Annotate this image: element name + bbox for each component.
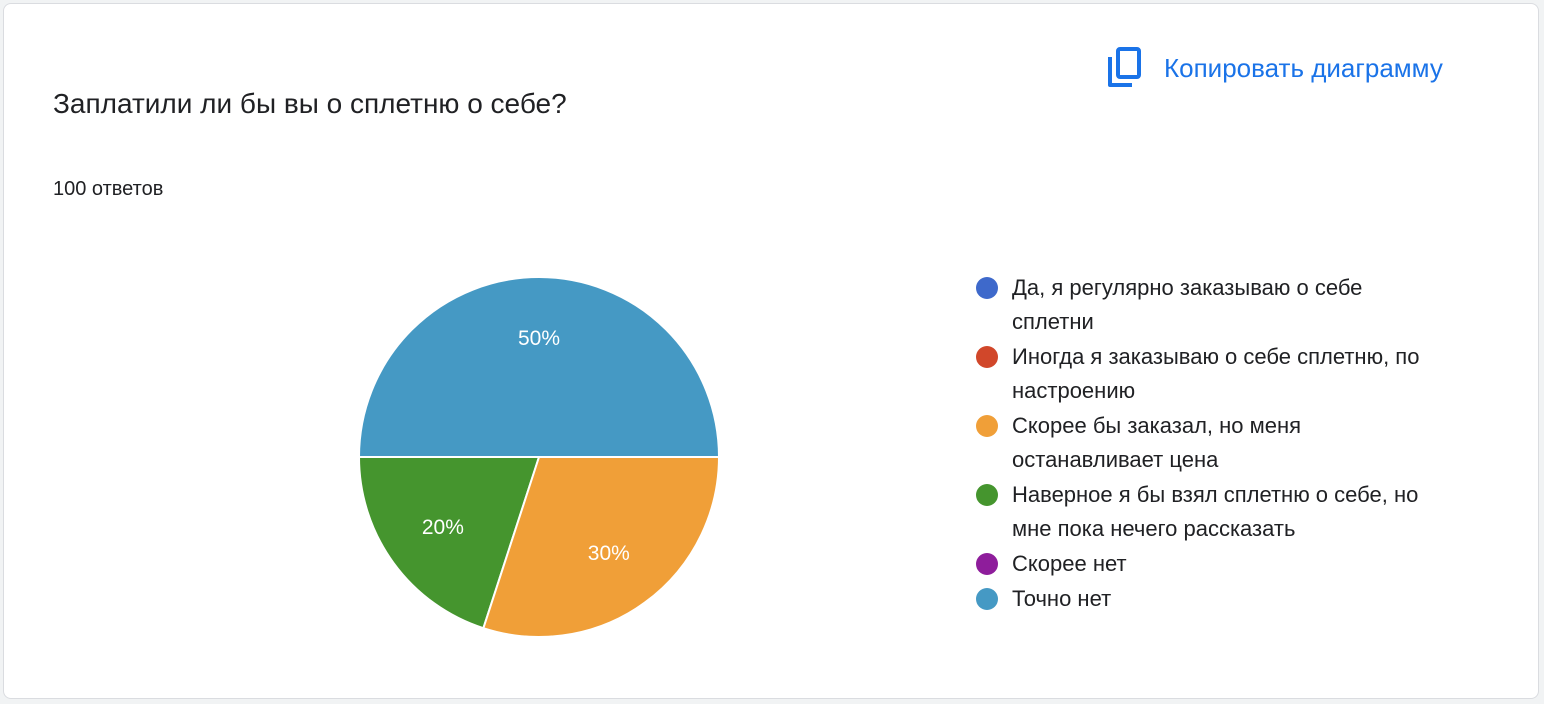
slice-label-2: 30% (588, 542, 630, 565)
pie-chart: 50% 20% 30% (344, 262, 734, 652)
chart-card: Заплатили ли бы вы о сплетню о себе? 100… (3, 3, 1539, 699)
legend-item: Точно нет (976, 582, 1446, 616)
legend-swatch (976, 484, 998, 506)
legend-label: Иногда я заказываю о себе сплетню, по на… (1012, 344, 1420, 403)
legend-label: Точно нет (1012, 586, 1112, 611)
legend-swatch (976, 415, 998, 437)
responses-count: 100 ответов (53, 178, 164, 200)
legend-label: Скорее нет (1012, 551, 1127, 576)
copy-chart-button[interactable]: Копировать диаграмму (1094, 42, 1455, 94)
legend-label: Да, я регулярно заказываю о себе сплетни (1012, 275, 1363, 334)
legend-label: Наверное я бы взял сплетню о себе, но мн… (1012, 482, 1419, 541)
pie-slice-3 (357, 456, 541, 630)
legend-item: Да, я регулярно заказываю о себе сплетни (976, 271, 1446, 339)
legend-item: Скорее бы заказал, но меня останавливает… (976, 409, 1446, 477)
question-title: Заплатили ли бы вы о сплетню о себе? (53, 88, 567, 119)
pie-slice-2 (482, 456, 721, 638)
pie-chart-svg: 50% 20% 30% (357, 276, 721, 638)
legend-swatch (976, 553, 998, 575)
legend-item: Наверное я бы взял сплетню о себе, но мн… (976, 478, 1446, 546)
copy-chart-label: Копировать диаграмму (1164, 52, 1443, 83)
pie-slice-5 (357, 276, 721, 458)
legend-item: Иногда я заказываю о себе сплетню, по на… (976, 340, 1446, 408)
chart-legend: Да, я регулярно заказываю о себе сплетни… (976, 271, 1446, 617)
legend-swatch (976, 277, 998, 299)
legend-swatch (976, 588, 998, 610)
copy-icon (1108, 47, 1141, 87)
slice-label-5: 50% (518, 327, 560, 350)
legend-label: Скорее бы заказал, но меня останавливает… (1012, 413, 1302, 472)
legend-item: Скорее нет (976, 547, 1446, 581)
slice-label-3: 20% (422, 516, 464, 539)
legend-swatch (976, 346, 998, 368)
